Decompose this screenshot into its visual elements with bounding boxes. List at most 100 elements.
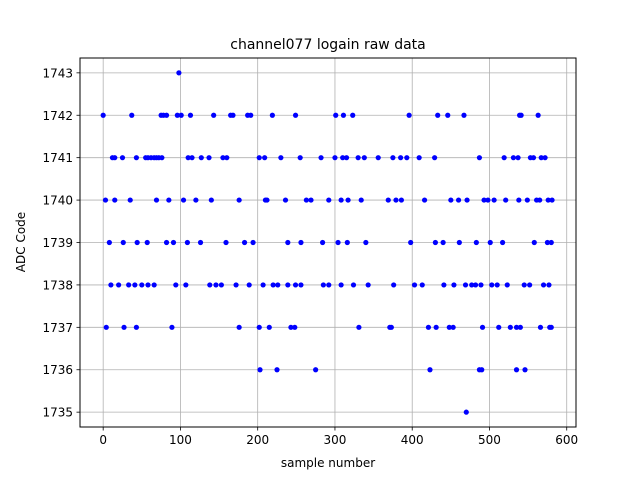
data-point xyxy=(393,197,399,203)
data-point xyxy=(303,197,309,203)
data-point xyxy=(537,324,544,330)
data-point xyxy=(404,155,410,161)
data-point xyxy=(545,197,551,203)
data-point xyxy=(540,282,547,288)
data-point xyxy=(269,112,275,118)
data-point xyxy=(421,197,428,203)
data-point xyxy=(112,197,118,203)
data-point xyxy=(496,324,502,330)
data-point xyxy=(411,282,418,288)
data-point xyxy=(469,282,475,288)
data-point xyxy=(206,155,212,161)
data-point xyxy=(153,197,160,203)
y-tick-label: 1738 xyxy=(42,278,73,292)
y-tick-label: 1741 xyxy=(42,151,73,165)
data-point xyxy=(501,155,507,161)
data-point xyxy=(198,155,204,161)
data-point xyxy=(183,282,189,288)
data-point xyxy=(333,112,339,118)
data-point xyxy=(100,112,106,118)
data-point xyxy=(425,324,432,330)
data-point xyxy=(446,324,452,330)
data-point xyxy=(184,239,190,246)
data-point xyxy=(542,155,548,161)
data-point xyxy=(163,112,170,118)
data-point xyxy=(530,155,537,161)
data-point xyxy=(516,197,522,203)
data-point xyxy=(223,239,229,246)
data-point xyxy=(275,282,281,288)
data-point xyxy=(456,239,462,246)
data-point xyxy=(340,112,347,118)
data-point xyxy=(257,367,263,373)
data-point xyxy=(524,197,530,203)
data-point xyxy=(106,239,112,246)
x-tick-label: 300 xyxy=(324,433,347,447)
data-point xyxy=(159,155,165,161)
y-tick-label: 1743 xyxy=(42,66,73,80)
data-point xyxy=(170,239,177,246)
data-point xyxy=(355,155,361,161)
data-point xyxy=(538,155,544,161)
data-point xyxy=(176,70,182,76)
data-point xyxy=(256,324,262,330)
data-point xyxy=(292,282,299,288)
y-tick-label: 1736 xyxy=(42,363,73,377)
data-point xyxy=(163,239,170,246)
data-point xyxy=(513,324,520,330)
data-point xyxy=(427,367,433,373)
data-point xyxy=(282,197,289,203)
data-point xyxy=(134,239,140,246)
data-point xyxy=(119,155,126,161)
data-point xyxy=(220,155,226,161)
data-point xyxy=(455,197,462,203)
data-point xyxy=(463,409,469,415)
data-point xyxy=(189,155,195,161)
data-point xyxy=(297,155,303,161)
data-point xyxy=(462,282,469,288)
data-point xyxy=(363,239,369,246)
data-points xyxy=(100,70,555,415)
y-tick-label: 1737 xyxy=(42,321,73,335)
data-point xyxy=(298,239,304,246)
data-point xyxy=(478,282,484,288)
data-point xyxy=(285,282,291,288)
data-point xyxy=(451,282,457,288)
data-point xyxy=(531,239,537,246)
data-point xyxy=(127,197,133,203)
data-point xyxy=(187,112,194,118)
y-axis-label: ADC Code xyxy=(14,212,28,272)
data-point xyxy=(548,324,554,330)
data-point xyxy=(445,112,451,118)
data-point xyxy=(518,112,524,118)
data-point xyxy=(218,282,224,288)
data-point xyxy=(461,112,467,118)
data-point xyxy=(332,155,338,161)
data-point xyxy=(151,282,157,288)
data-point xyxy=(308,197,314,203)
data-point xyxy=(112,155,118,161)
data-point xyxy=(503,197,509,203)
data-point xyxy=(319,239,326,246)
data-point xyxy=(292,324,298,330)
data-point xyxy=(224,155,230,161)
data-point xyxy=(479,324,486,330)
data-point xyxy=(313,367,319,373)
data-point xyxy=(262,155,268,161)
data-point xyxy=(504,282,510,288)
data-point xyxy=(450,324,456,330)
data-point xyxy=(435,112,441,118)
data-point xyxy=(507,324,513,330)
data-point xyxy=(250,239,256,246)
data-point xyxy=(207,282,213,288)
data-point xyxy=(494,282,500,288)
data-point xyxy=(388,324,394,330)
data-point xyxy=(133,324,139,330)
data-point xyxy=(103,324,109,330)
y-tick-label: 1739 xyxy=(42,236,73,250)
x-tick-label: 600 xyxy=(555,433,578,447)
data-point xyxy=(361,155,367,161)
data-point xyxy=(185,155,191,161)
data-point xyxy=(236,324,242,330)
data-point xyxy=(537,197,543,203)
